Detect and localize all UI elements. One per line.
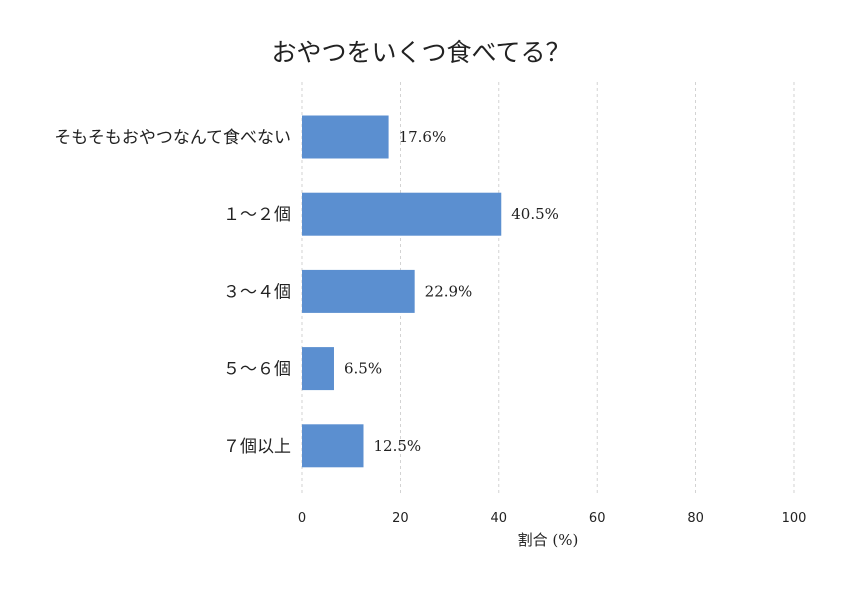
bar [302,424,364,468]
x-axis-ticks: 0 20 40 60 80 100 [298,511,807,526]
labels: そもそもおやつなんて食べない 17.6% １～２個 40.5% ３～４個 22.9% ５～６… [54,128,559,457]
value-label: 22.9% [425,282,473,300]
category-label: ５～６個 [223,360,291,380]
value-label: 40.5% [511,205,559,223]
chart-title: おやつをいくつ食べてる？ [271,38,570,67]
x-tick-label: 40 [491,511,508,526]
bars [302,115,502,468]
bar [302,115,389,159]
x-tick-label: 20 [392,511,409,526]
category-label: ３～４個 [223,282,291,302]
bar [302,192,502,236]
bar [302,347,334,391]
x-tick-label: 100 [782,511,807,526]
bar [302,269,415,313]
value-label: 6.5% [344,360,382,378]
gridlines [399,82,795,495]
category-label: ７個以上 [223,437,291,457]
category-label: そもそもおやつなんて食べない [54,128,291,148]
x-tick-label: 80 [687,511,704,526]
x-axis-label: 割合 (%) [518,531,579,549]
value-label: 12.5% [374,437,422,455]
value-label: 17.6% [399,128,447,146]
category-label: １～２個 [223,205,291,225]
x-tick-label: 60 [589,511,606,526]
x-tick-label: 0 [298,511,306,526]
